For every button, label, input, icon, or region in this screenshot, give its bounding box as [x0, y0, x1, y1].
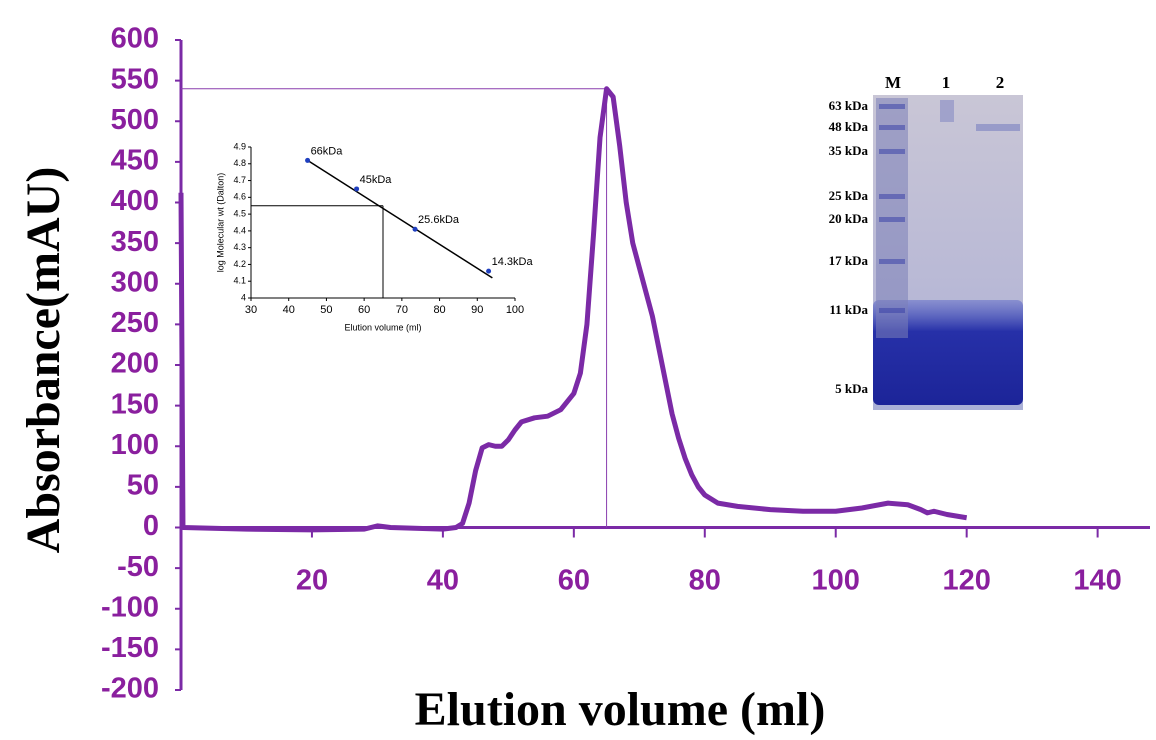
y-tick-label: 0: [143, 510, 159, 542]
y-tick-label: 4.7: [233, 175, 246, 185]
point: [486, 269, 491, 274]
x-tick-label: 60: [558, 565, 590, 597]
y-tick-label: 150: [111, 388, 159, 420]
x-tick-label: 140: [1073, 565, 1121, 597]
gel-image: M 1 2 63 kDa 48 kDa 35 kDa 25 kDa 20 kDa 17 kDa 1…: [829, 73, 1023, 410]
y-tick-label: -200: [101, 673, 159, 705]
x-tick-label: 100: [812, 565, 860, 597]
y-tick-label: 350: [111, 226, 159, 258]
point-label: 14.3kDa: [492, 256, 534, 268]
y-tick-label: -50: [117, 551, 159, 583]
lane-label: 1: [942, 73, 951, 92]
marker-label: 20 kDa: [829, 211, 869, 226]
x-tick-label: 40: [283, 304, 295, 316]
marker-band: [879, 217, 905, 222]
y-tick-label: 4.6: [233, 192, 246, 202]
marker-label: 11 kDa: [829, 302, 868, 317]
marker-band: [879, 259, 905, 264]
marker-label: 48 kDa: [829, 119, 869, 134]
x-tick-label: 80: [433, 304, 445, 316]
x-tick-label: 120: [942, 565, 990, 597]
lane-label: 2: [996, 73, 1005, 92]
marker-label: 63 kDa: [829, 98, 869, 113]
point-label: 45kDa: [360, 174, 393, 186]
y-tick-label: 550: [111, 63, 159, 95]
marker-label: 35 kDa: [829, 143, 869, 158]
x-tick-label: 70: [396, 304, 408, 316]
y-tick-label: 4.9: [233, 141, 246, 151]
y-tick-label: 250: [111, 307, 159, 339]
marker-band: [879, 194, 905, 199]
y-axis-label: Absorbance(mAU): [17, 167, 70, 554]
y-tick-label: 4: [241, 292, 246, 302]
marker-band: [879, 149, 905, 154]
marker-label: 25 kDa: [829, 188, 869, 203]
y-tick-label: 100: [111, 429, 159, 461]
marker-band: [879, 104, 905, 109]
marker-label: 17 kDa: [829, 253, 869, 268]
y-tick-label: 400: [111, 185, 159, 217]
page: -200-150-100-500501001502002503003504004…: [0, 0, 1156, 740]
y-tick-label: 4.5: [233, 208, 246, 218]
y-tick-label: 200: [111, 348, 159, 380]
y-tick-label: -150: [101, 632, 159, 664]
x-tick-label: 20: [296, 565, 328, 597]
x-tick-label: 60: [358, 304, 370, 316]
marker-band: [879, 308, 905, 313]
chart: -200-150-100-500501001502002503003504004…: [0, 0, 1156, 740]
y-tick-label: 4.1: [233, 276, 246, 286]
x-tick-label: 90: [471, 304, 483, 316]
y-tick-label: 600: [111, 23, 159, 55]
x-tick-label: 80: [689, 565, 721, 597]
x-tick-label: 100: [506, 304, 524, 316]
y-axis-label: log Molecular wt (Dalton): [215, 173, 225, 273]
marker-band: [879, 125, 905, 130]
point: [305, 158, 310, 163]
y-tick-label: 4.3: [233, 242, 246, 252]
y-tick-label: 4.4: [233, 225, 246, 235]
band: [940, 100, 954, 122]
point: [413, 227, 418, 232]
y-tick-label: 4.8: [233, 158, 246, 168]
x-axis-label: Elution volume (ml): [344, 322, 421, 332]
y-tick-label: 500: [111, 104, 159, 136]
x-tick-label: 50: [320, 304, 332, 316]
x-tick-label: 40: [427, 565, 459, 597]
inset-chart: 4 4.1 4.2 4.3 4.4 4.5 4.6 4.7 4.8 4.9 30 40 50 60 70 80…: [205, 135, 540, 355]
point-label: 25.6kDa: [418, 214, 460, 226]
y-tick-label: 450: [111, 145, 159, 177]
y-tick-label: 4.2: [233, 259, 246, 269]
lane-label: M: [885, 73, 901, 92]
band: [976, 124, 1020, 131]
point-label: 66kDa: [311, 145, 344, 157]
x-axis-label: Elution volume (ml): [415, 683, 826, 736]
y-tick-label: -100: [101, 591, 159, 623]
x-tick-label: 30: [245, 304, 257, 316]
y-tick-label: 300: [111, 266, 159, 298]
y-tick-label: 50: [127, 470, 159, 502]
marker-label: 5 kDa: [835, 381, 868, 396]
point: [354, 186, 359, 191]
